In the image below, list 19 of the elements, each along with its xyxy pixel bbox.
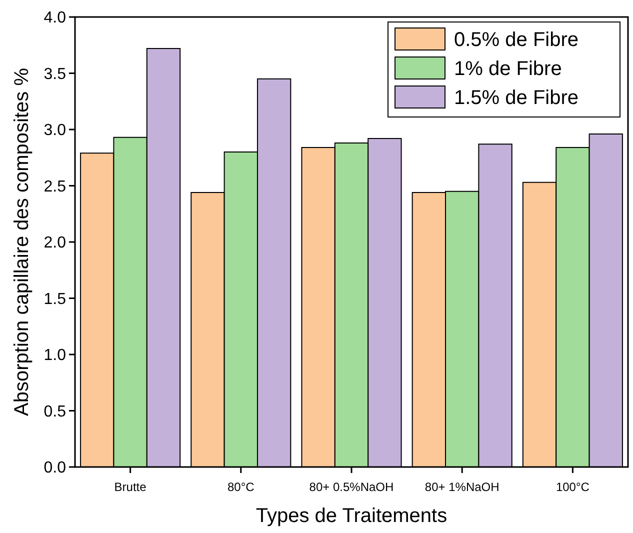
x-tick-label: 80°C (227, 480, 255, 494)
y-tick-label: 3.5 (44, 66, 66, 83)
x-tick-label: 80+ 1%NaOH (424, 480, 500, 494)
y-tick-label: 2.0 (44, 234, 66, 252)
x-axis-title: Types de Traitements (256, 505, 448, 527)
x-tick-label: 80+ 0.5%NaOH (309, 480, 394, 494)
legend-label: 0.5% de Fibre (454, 29, 579, 51)
x-tick-label: 100°C (556, 480, 590, 494)
y-tick-label: 1.5 (44, 290, 66, 308)
legend-label: 1.5% de Fibre (454, 87, 579, 109)
y-tick-label: 3.0 (44, 122, 66, 140)
x-tick-label: Brutte (114, 480, 147, 494)
y-tick-label: 0.5 (44, 403, 66, 420)
y-tick-label: 2.5 (44, 178, 66, 196)
y-axis-title: Absorption capillaire des composites % (11, 68, 33, 416)
legend-label: 1% de Fibre (454, 58, 562, 80)
y-tick-label: 1.0 (44, 347, 66, 364)
y-tick-label: 0.0 (44, 460, 66, 477)
y-tick-label: 4.0 (44, 10, 66, 27)
